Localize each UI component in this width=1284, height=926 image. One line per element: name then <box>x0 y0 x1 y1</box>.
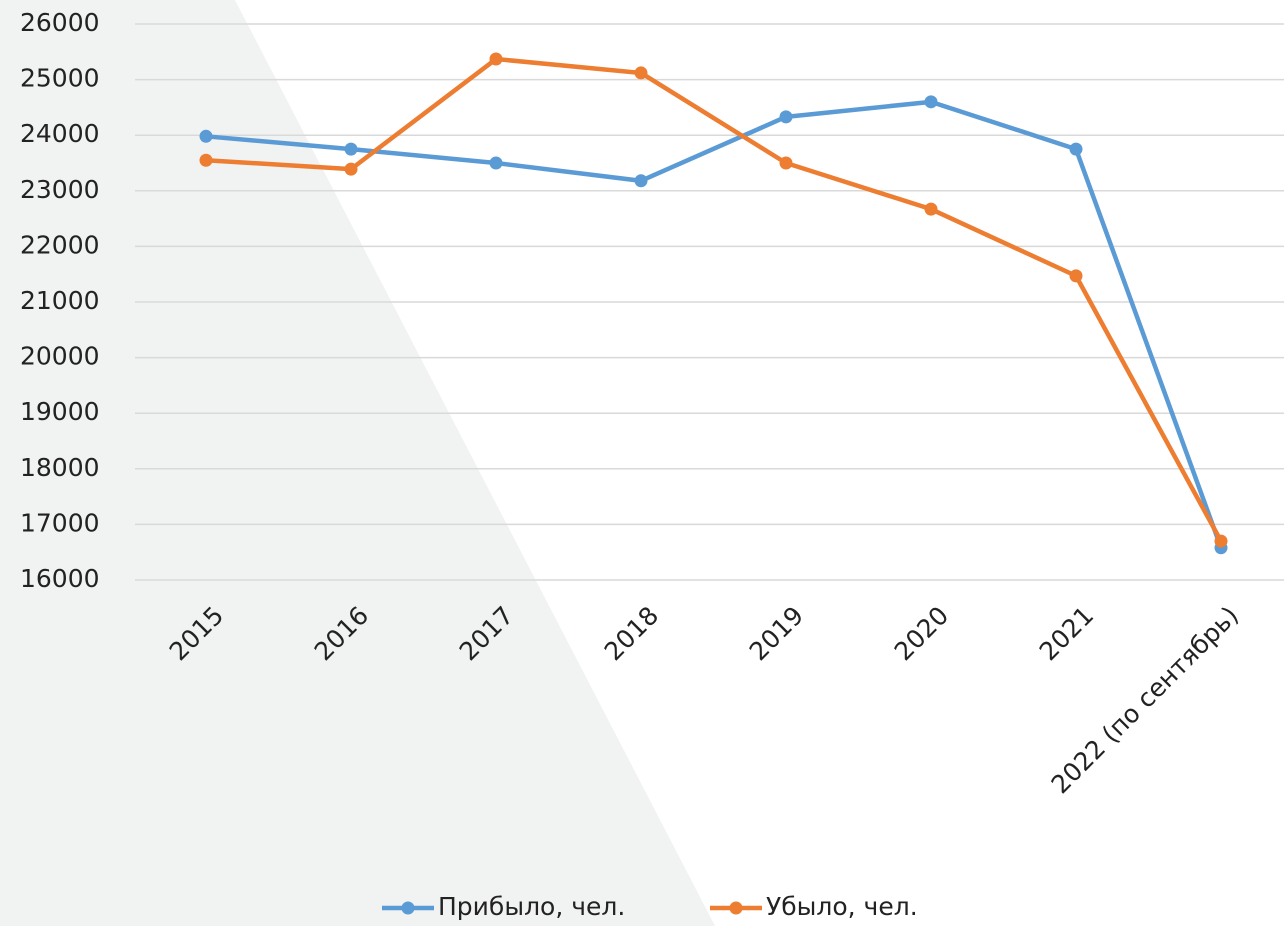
y-tick-label: 25000 <box>20 64 100 93</box>
data-point <box>634 66 648 80</box>
data-point <box>779 110 793 124</box>
data-point <box>199 129 213 143</box>
y-tick-label: 18000 <box>20 453 100 482</box>
data-point <box>924 95 938 109</box>
data-point <box>199 153 213 167</box>
x-tick-label: 2020 <box>889 601 954 666</box>
legend-marker <box>729 901 743 915</box>
legend-marker <box>401 901 415 915</box>
background-shape <box>0 0 715 926</box>
data-point <box>779 156 793 170</box>
legend-label: Прибыло, чел. <box>438 892 625 921</box>
data-point <box>489 156 503 170</box>
data-point <box>344 162 358 176</box>
y-tick-label: 19000 <box>20 397 100 426</box>
legend-label: Убыло, чел. <box>766 892 918 921</box>
y-tick-label: 24000 <box>20 119 100 148</box>
data-point <box>924 202 938 216</box>
data-point <box>344 142 358 156</box>
y-tick-label: 22000 <box>20 230 100 259</box>
data-point <box>489 52 503 66</box>
data-point <box>634 174 648 188</box>
x-tick-label: 2018 <box>599 601 664 666</box>
y-tick-label: 16000 <box>20 564 100 593</box>
y-tick-label: 17000 <box>20 508 100 537</box>
y-tick-label: 21000 <box>20 286 100 315</box>
series-line <box>205 56 1223 543</box>
y-tick-label: 23000 <box>20 175 100 204</box>
x-tick-label: 2021 <box>1034 601 1099 666</box>
data-point <box>1069 142 1083 156</box>
data-point <box>1069 269 1083 283</box>
y-tick-label: 20000 <box>20 342 100 371</box>
x-tick-label: 2019 <box>744 601 809 666</box>
y-tick-label: 26000 <box>20 8 100 37</box>
data-point <box>1214 534 1228 548</box>
